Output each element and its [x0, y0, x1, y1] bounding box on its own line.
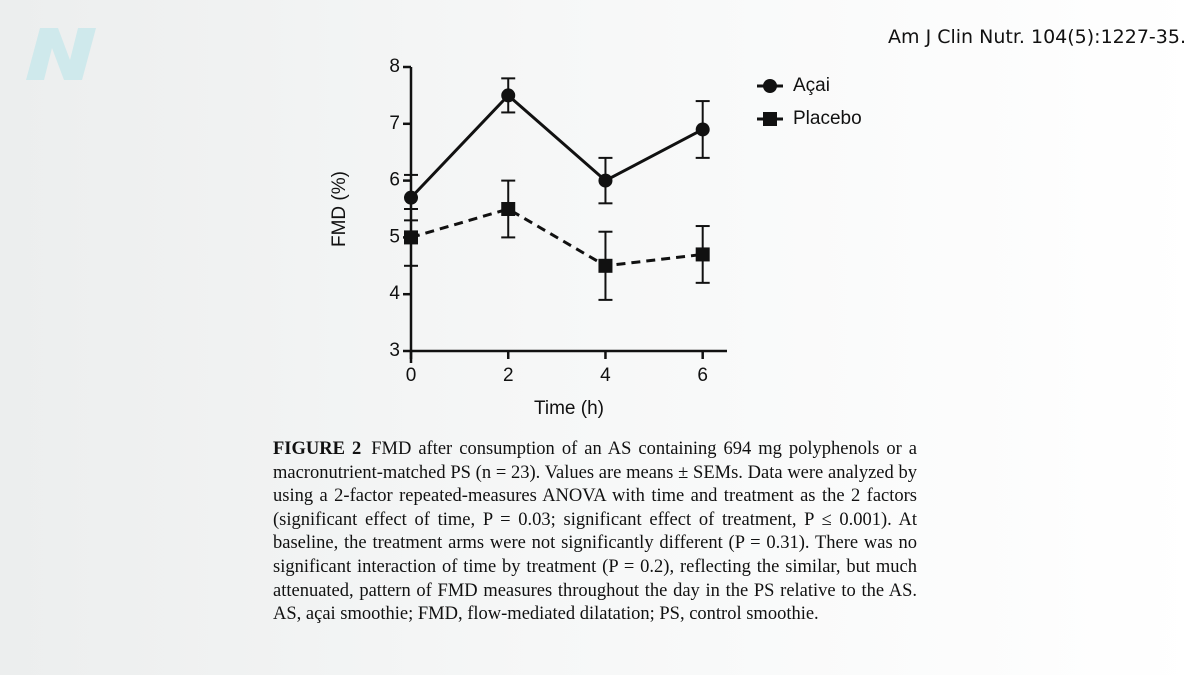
y-tick-label: 4 — [389, 283, 400, 304]
marker — [598, 173, 613, 188]
marker — [404, 230, 418, 245]
y-tick-label: 6 — [389, 170, 400, 191]
legend-label: Placebo — [793, 108, 862, 129]
caption-label: FIGURE 2 — [273, 439, 362, 459]
chart: FMD (%) Time (h) 3 4 5 6 7 8 0 2 4 6 Açai Placebo — [329, 56, 862, 419]
citation: Am J Clin Nutr. 104(5):1227-35. — [888, 26, 1186, 48]
y-tick-label: 7 — [389, 113, 400, 134]
logo-shape — [26, 28, 96, 80]
x-axis-label: Time (h) — [534, 398, 604, 419]
logo — [26, 28, 96, 80]
legend-label: Açai — [793, 75, 830, 96]
caption-text: FMD after consumption of an AS containin… — [273, 439, 917, 625]
marker — [763, 112, 777, 126]
y-tick-label: 3 — [389, 340, 400, 361]
y-tick-label: 5 — [389, 226, 400, 247]
caption: FIGURE 2 FMD after consumption of an AS c… — [273, 438, 917, 627]
marker — [598, 258, 613, 273]
marker — [501, 88, 516, 103]
series-line — [410, 207, 703, 268]
y-tick-label: 8 — [389, 56, 400, 77]
marker — [695, 247, 710, 262]
marker — [501, 202, 516, 216]
marker — [404, 190, 418, 205]
y-axis-label: FMD (%) — [329, 171, 350, 247]
x-tick-label: 4 — [600, 365, 611, 386]
x-tick-label: 2 — [503, 365, 514, 386]
x-tick-label: 6 — [697, 365, 708, 386]
x-tick-label: 0 — [406, 365, 417, 386]
series-line — [409, 93, 704, 199]
marker — [763, 79, 777, 93]
marker — [695, 122, 710, 137]
